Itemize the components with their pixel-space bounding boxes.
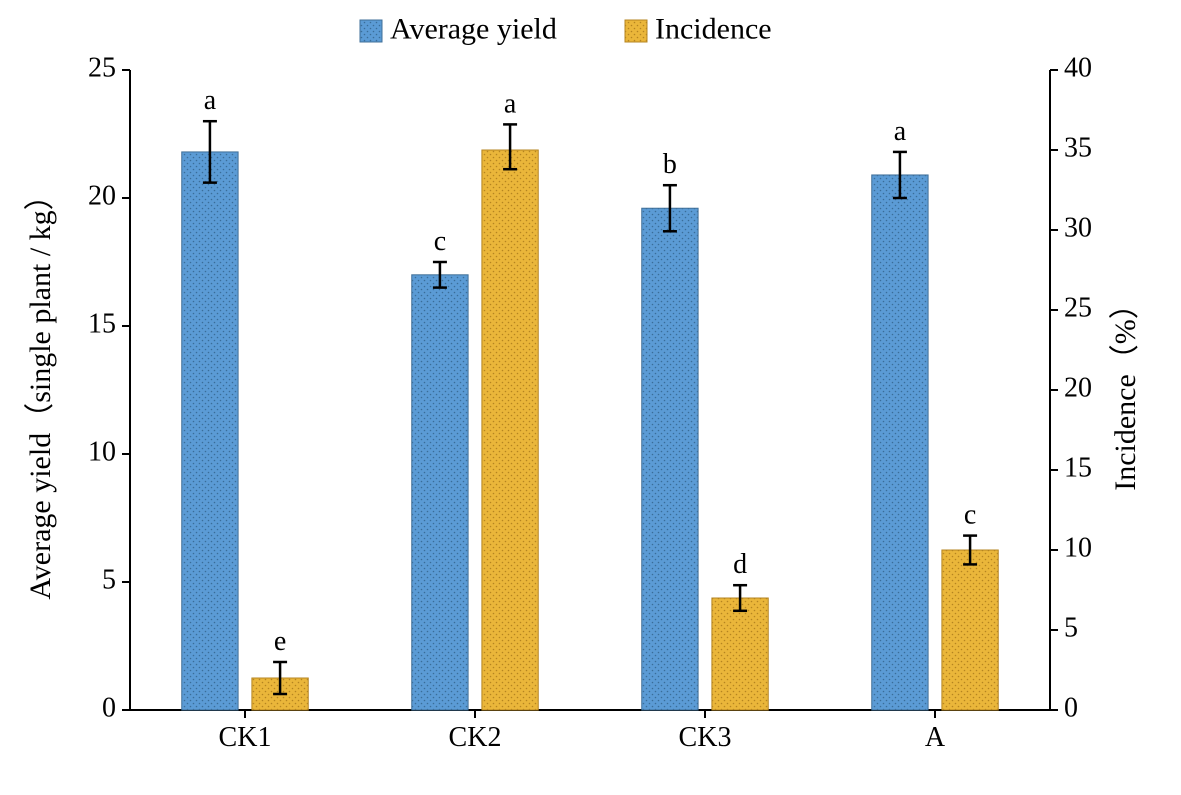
chart-container: 0 5 10 15 20 25 0 5 10 15 20 25 30 35 40 Average yield（… — [0, 0, 1181, 795]
bar-chart: 0 5 10 15 20 25 0 5 10 15 20 25 30 35 40 Average yield（… — [0, 0, 1181, 795]
svg-text:25: 25 — [1064, 292, 1092, 323]
svg-text:20: 20 — [1064, 372, 1092, 403]
significance-label: d — [733, 549, 747, 580]
y-right-label: Incidence（%） — [1109, 289, 1142, 491]
bar-incidence — [482, 150, 538, 710]
svg-text:10: 10 — [1064, 532, 1092, 563]
bar-average-yield — [642, 208, 698, 710]
x-category-label: CK3 — [679, 722, 732, 753]
significance-label: c — [964, 500, 976, 531]
significance-label: a — [204, 85, 217, 116]
significance-label: c — [434, 226, 446, 257]
svg-text:10: 10 — [88, 436, 116, 467]
svg-text:30: 30 — [1064, 212, 1092, 243]
svg-text:40: 40 — [1064, 52, 1092, 83]
bar-incidence — [712, 598, 768, 710]
bar-average-yield — [182, 152, 238, 710]
x-category-label: CK1 — [219, 722, 272, 753]
svg-text:5: 5 — [1064, 612, 1078, 643]
bar-incidence — [942, 550, 998, 710]
legend-label: Incidence — [655, 13, 772, 46]
significance-label: a — [894, 116, 907, 147]
legend-label: Average yield — [390, 13, 557, 46]
bar-average-yield — [412, 275, 468, 710]
x-category-label: A — [925, 722, 946, 753]
significance-label: a — [504, 88, 517, 119]
significance-label: e — [274, 626, 286, 657]
svg-text:20: 20 — [88, 180, 116, 211]
svg-text:0: 0 — [102, 692, 116, 723]
svg-text:35: 35 — [1064, 132, 1092, 163]
svg-text:15: 15 — [1064, 452, 1092, 483]
y-left-label: Average yield（single plant / kg） — [24, 180, 57, 599]
bar-average-yield — [872, 175, 928, 710]
significance-label: b — [663, 149, 677, 180]
svg-text:0: 0 — [1064, 692, 1078, 723]
svg-text:25: 25 — [88, 52, 116, 83]
svg-text:5: 5 — [102, 564, 116, 595]
svg-text:15: 15 — [88, 308, 116, 339]
x-category-label: CK2 — [449, 722, 502, 753]
